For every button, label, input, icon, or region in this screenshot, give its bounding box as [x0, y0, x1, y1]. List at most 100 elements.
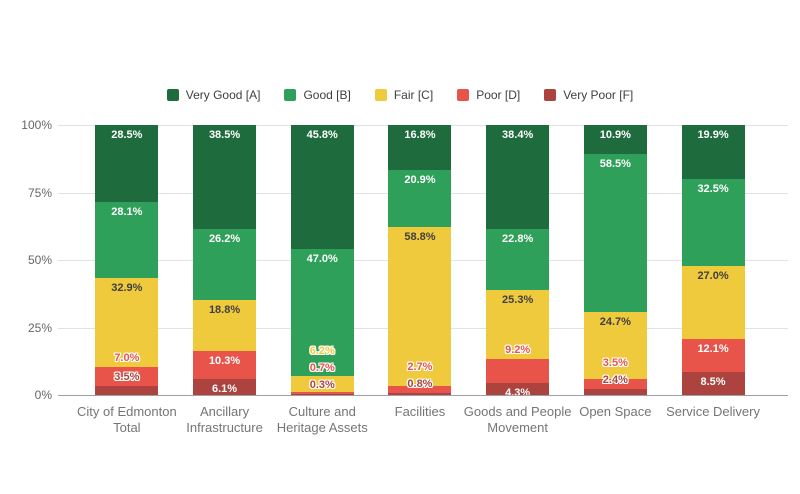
bar-segment[interactable] — [583, 125, 647, 155]
segment-value-label: 38.5% — [208, 129, 241, 142]
segment-value-label: 2.4% — [602, 373, 628, 386]
legend-item: Very Good [A] — [166, 88, 261, 102]
legend-swatch-icon — [166, 89, 179, 101]
bar-segment[interactable] — [290, 394, 354, 395]
bar-segment[interactable] — [193, 125, 257, 230]
x-axis-category-label: Open Space — [579, 404, 652, 419]
bar-segment[interactable] — [388, 392, 452, 395]
bar-segment[interactable] — [290, 392, 354, 395]
legend-item: Poor [D] — [457, 88, 520, 102]
x-axis-category-label: Facilities — [394, 404, 446, 419]
legend-label: Good [B] — [303, 88, 351, 102]
segment-value-label: 19.9% — [697, 129, 729, 141]
y-axis-tick-label: 75% — [27, 185, 52, 200]
bar-segment[interactable] — [193, 378, 257, 395]
x-axis-category-label: City of Edmonton Total — [76, 404, 177, 435]
segment-value-label: 26.2% — [208, 233, 241, 246]
legend-swatch-icon — [284, 89, 297, 101]
segment-value-label: 12.1% — [697, 343, 729, 356]
segment-value-label: 58.5% — [599, 158, 631, 171]
bar-segment[interactable] — [486, 290, 550, 359]
bar-segment[interactable] — [388, 385, 452, 393]
bar-segment[interactable] — [486, 228, 550, 291]
bar-segment[interactable] — [290, 375, 354, 393]
chart-legend: Very Good [A] Good [B] Fair [C] Poor [D] Ver… — [0, 87, 800, 103]
segment-value-label: 25.3% — [502, 294, 534, 307]
bar-segment[interactable] — [681, 178, 745, 267]
bar-segment[interactable] — [95, 277, 159, 367]
segment-value-label: 10.3% — [208, 354, 241, 367]
bar-segment[interactable] — [290, 125, 354, 249]
segment-value-label: 20.9% — [404, 174, 436, 187]
segment-value-label: 28.5% — [111, 129, 143, 141]
x-axis-category-label: Service Delivery — [666, 404, 760, 419]
segment-value-label: 28.1% — [111, 205, 143, 218]
segment-value-label: 45.8% — [306, 129, 338, 141]
segment-value-label: 4.3% — [505, 387, 531, 400]
bar-segment[interactable] — [583, 388, 647, 395]
legend-label: Fair [C] — [393, 88, 434, 102]
segment-value-label: 8.5% — [700, 376, 726, 389]
bar-segment[interactable] — [681, 339, 745, 373]
segment-value-label: 6.2% — [309, 345, 335, 358]
bar-segment[interactable] — [290, 248, 354, 376]
bar-segment[interactable] — [681, 125, 745, 179]
segment-value-label: 47.0% — [306, 252, 338, 265]
bar-segment[interactable] — [583, 154, 647, 313]
bar-segment[interactable] — [388, 170, 452, 227]
segment-value-label: 22.8% — [502, 232, 534, 245]
segment-value-label: 32.5% — [697, 182, 729, 195]
segment-value-label: 3.5% — [602, 356, 628, 369]
legend-label: Poor [D] — [476, 88, 521, 102]
bar-segment[interactable] — [388, 125, 452, 171]
bar-segment[interactable] — [486, 383, 550, 395]
legend-label: Very Good [A] — [185, 88, 261, 102]
segment-value-label: 0.3% — [309, 379, 335, 392]
segment-value-label: 16.8% — [404, 129, 436, 141]
legend-item: Fair [C] — [374, 88, 434, 102]
legend-swatch-icon — [457, 89, 470, 101]
bar-segment[interactable] — [583, 312, 647, 380]
segment-value-label: 18.8% — [208, 303, 241, 316]
segment-value-label: 0.8% — [407, 377, 433, 390]
x-axis-category-label: Goods and People Movement — [463, 404, 572, 435]
y-axis-tick-label: 0% — [34, 388, 52, 402]
legend-item: Good [B] — [284, 88, 351, 102]
x-axis-baseline — [58, 395, 788, 396]
y-axis-tick-label: 25% — [27, 320, 52, 335]
segment-value-label: 27.0% — [697, 270, 729, 283]
legend-swatch-icon — [374, 89, 387, 101]
segment-value-label: 10.9% — [599, 129, 631, 141]
y-axis-tick-label: 50% — [27, 253, 52, 267]
y-axis-tick-label: 100% — [21, 118, 52, 132]
bar-segment[interactable] — [95, 366, 159, 386]
bar-segment[interactable] — [388, 226, 452, 386]
bar-segment[interactable] — [95, 125, 159, 202]
segment-value-label: 32.9% — [111, 281, 143, 294]
segment-value-label: 24.7% — [599, 316, 631, 329]
bar-segment[interactable] — [486, 125, 550, 229]
segment-value-label: 9.2% — [505, 343, 531, 356]
segment-value-label: 2.7% — [407, 360, 433, 373]
segment-value-label: 3.5% — [114, 370, 140, 383]
bar-segment[interactable] — [193, 229, 257, 300]
segment-value-label: 6.1% — [212, 382, 238, 395]
bar-segment[interactable] — [583, 379, 647, 389]
bar-segment[interactable] — [193, 299, 257, 351]
x-axis-category-label: Culture and Heritage Assets — [276, 404, 368, 435]
bar-segment[interactable] — [95, 201, 159, 278]
segment-value-label: 0.7% — [309, 362, 335, 375]
bar-segment[interactable] — [486, 358, 550, 384]
segment-value-label: 58.8% — [404, 230, 436, 243]
bar-segment[interactable] — [95, 385, 159, 395]
bar-segment[interactable] — [193, 350, 257, 379]
legend-item: Very Poor [F] — [544, 88, 633, 102]
segment-value-label: 38.4% — [502, 129, 534, 141]
bar-segment[interactable] — [681, 266, 745, 340]
legend-label: Very Poor [F] — [563, 88, 634, 102]
segment-value-label: 7.0% — [114, 351, 140, 364]
bar-segment[interactable] — [681, 372, 745, 395]
